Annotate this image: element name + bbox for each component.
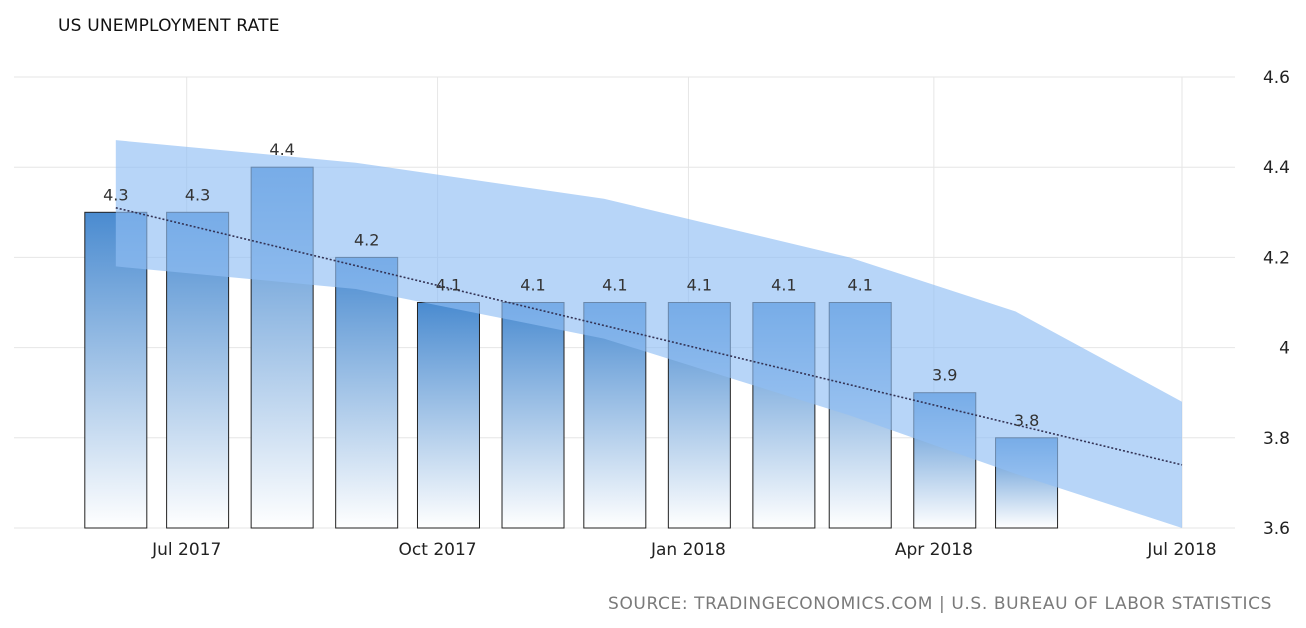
data-label: 4.1 [848,276,873,295]
data-label: 4.3 [185,185,210,204]
data-label: 4.2 [354,230,379,249]
data-label: 4.1 [520,276,545,295]
data-label: 4.1 [436,276,461,295]
x-tick-label: Jul 2018 [1146,540,1216,560]
y-tick-label: 4.2 [1263,248,1290,268]
x-tick-label: Oct 2017 [399,540,477,560]
source-note: SOURCE: TRADINGECONOMICS.COM | U.S. BURE… [608,594,1272,614]
forecast-band-area [115,140,1182,528]
y-tick-label: 3.8 [1263,429,1290,449]
data-label: 4.1 [687,276,712,295]
forecast-band [115,140,1182,528]
y-axis: 3.6 3.8 4 4.2 4.4 4.6 [1263,68,1290,539]
y-tick-label: 4.4 [1263,158,1290,178]
data-label: 4.4 [269,140,294,159]
x-axis: Jul 2017 Oct 2017 Jan 2018 Apr 2018 Jul 2018 [151,540,1216,560]
x-tick-label: Jul 2017 [151,540,221,560]
data-label: 4.1 [602,276,627,295]
data-labels: 4.3 4.3 4.4 4.2 4.1 4.1 4.1 4.1 4.1 4.1 3.9 3.8 [103,140,1039,430]
forecast-trend-line [115,207,1183,466]
forecast-trend [115,207,1183,466]
x-tick-label: Jan 2018 [650,540,726,560]
data-label: 3.9 [932,366,957,385]
data-label: 4.3 [103,185,128,204]
y-tick-label: 3.6 [1263,519,1290,539]
x-tick-label: Apr 2018 [895,540,973,560]
bar [416,302,480,529]
bar [501,302,565,529]
chart-title: US UNEMPLOYMENT RATE [58,16,280,36]
y-tick-label: 4 [1279,339,1290,359]
data-label: 3.8 [1014,411,1039,430]
bar [335,256,399,529]
data-label: 4.1 [771,276,796,295]
y-tick-label: 4.6 [1263,68,1290,88]
